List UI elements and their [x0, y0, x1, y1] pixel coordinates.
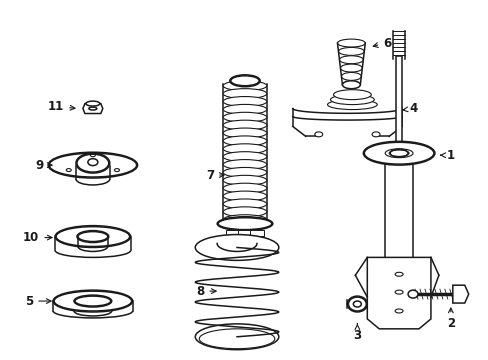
Ellipse shape [223, 191, 266, 201]
Ellipse shape [347, 297, 366, 311]
Ellipse shape [195, 324, 278, 350]
Ellipse shape [371, 132, 379, 137]
Ellipse shape [223, 120, 266, 130]
Ellipse shape [223, 199, 266, 209]
Ellipse shape [364, 142, 433, 164]
Ellipse shape [77, 154, 108, 172]
Ellipse shape [223, 104, 266, 114]
Text: 3: 3 [352, 324, 361, 342]
Text: 11: 11 [48, 100, 75, 113]
Ellipse shape [223, 215, 266, 225]
Ellipse shape [223, 183, 266, 193]
Ellipse shape [54, 291, 131, 311]
Text: 8: 8 [196, 285, 216, 298]
Ellipse shape [339, 56, 363, 64]
Ellipse shape [394, 309, 402, 313]
Ellipse shape [394, 272, 402, 276]
Ellipse shape [218, 218, 271, 230]
Ellipse shape [223, 128, 266, 138]
Text: 7: 7 [206, 168, 224, 181]
Ellipse shape [56, 227, 129, 247]
Ellipse shape [78, 231, 107, 242]
Ellipse shape [389, 149, 407, 157]
Ellipse shape [223, 144, 266, 154]
Ellipse shape [223, 152, 266, 162]
Text: 1: 1 [440, 149, 454, 162]
Ellipse shape [86, 101, 100, 106]
Text: 2: 2 [446, 308, 454, 330]
Ellipse shape [342, 81, 360, 89]
Ellipse shape [394, 290, 402, 294]
Ellipse shape [223, 207, 266, 217]
Ellipse shape [49, 153, 136, 177]
Text: 5: 5 [25, 294, 51, 307]
Polygon shape [238, 230, 251, 235]
Ellipse shape [230, 76, 259, 86]
Ellipse shape [407, 290, 417, 298]
Polygon shape [249, 230, 264, 235]
Ellipse shape [199, 329, 274, 349]
Ellipse shape [223, 96, 266, 107]
Ellipse shape [223, 175, 266, 185]
Ellipse shape [333, 90, 370, 100]
Text: 6: 6 [372, 37, 390, 50]
Ellipse shape [314, 132, 322, 137]
Polygon shape [225, 230, 240, 235]
Text: 10: 10 [23, 231, 52, 244]
Polygon shape [366, 257, 430, 329]
Ellipse shape [340, 64, 362, 72]
Text: 4: 4 [402, 102, 417, 115]
Ellipse shape [75, 296, 111, 306]
Ellipse shape [195, 235, 278, 260]
Ellipse shape [223, 112, 266, 122]
Ellipse shape [223, 167, 266, 177]
Ellipse shape [327, 100, 376, 109]
Ellipse shape [223, 136, 266, 146]
Ellipse shape [330, 95, 373, 105]
Ellipse shape [223, 89, 266, 99]
Text: 9: 9 [35, 159, 52, 172]
Ellipse shape [223, 159, 266, 170]
Ellipse shape [338, 48, 364, 55]
Polygon shape [452, 285, 468, 303]
Ellipse shape [337, 39, 365, 47]
Polygon shape [83, 104, 102, 113]
Polygon shape [395, 56, 401, 145]
Ellipse shape [341, 72, 361, 80]
Ellipse shape [223, 81, 266, 91]
